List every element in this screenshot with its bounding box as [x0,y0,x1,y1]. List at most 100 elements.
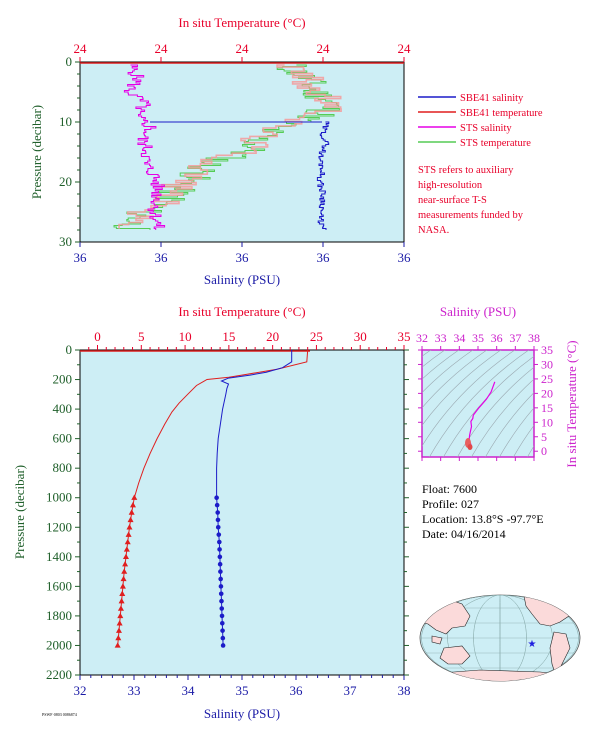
top-pressure-tick-label: 20 [59,174,72,189]
temperature-marker [127,516,134,523]
ts-sal-tick-label: 32 [416,331,428,345]
ts-temp-tick-label: 20 [541,386,553,400]
legend-sbe41-temperature: SBE41 temperature [460,108,543,119]
ts-temp-tick-label: 30 [541,357,553,371]
main-temp-tick-label: 30 [354,329,367,344]
ts-temp-tick-label: 35 [541,343,553,357]
legend-sts-salinity: STS salinity [460,123,512,134]
main-temp-tick-label: 0 [94,329,101,344]
top-salinity-axis-title: Salinity (PSU) [204,272,280,287]
ts-temp-tick-label: 5 [541,430,547,444]
salinity-marker [219,620,225,626]
top-sal-tick-label: 36 [398,250,412,265]
sts-salinity-trace [123,64,166,230]
temperature-marker [119,583,126,589]
ts-sal-tick-label: 35 [472,331,484,345]
main-pressure-tick-label: 200 [53,372,73,387]
ts-plot-area [421,349,535,458]
main-sal-tick-label: 32 [74,683,87,698]
salinity-marker [218,569,223,574]
sbe41-salinity-profile [216,350,293,646]
main-temp-tick-label: 20 [266,329,279,344]
temperature-marker [121,568,128,574]
salinity-marker [217,547,222,552]
ts-diagram: Salinity (PSU) 32 33 34 35 36 37 38 0510152025… [416,304,579,468]
main-pressure-tick-label: 1600 [46,578,72,593]
salinity-marker [218,576,223,582]
top-temperature-tick-labels: 24 24 24 24 24 [74,41,412,62]
ts-salinity-axis-title: Salinity (PSU) [440,304,516,319]
main-pressure-axis-title: Pressure (decibar) [12,465,27,559]
temperature-marker [117,605,124,611]
salinity-marker [220,635,226,641]
temperature-marker [131,494,138,500]
main-sal-tick-label: 38 [398,683,411,698]
ts-temp-tick-label: 25 [541,372,553,386]
top-pressure-tick-labels: 0 10 20 30 [59,54,80,249]
land-southeast-asia [431,635,443,645]
top-legend: SBE41 salinity SBE41 temperature STS sal… [418,93,543,149]
salinity-marker [219,606,225,611]
main-pressure-tick-label: 0 [66,342,73,357]
salinity-marker [217,561,223,567]
salinity-marker [220,643,226,648]
temperature-marker [115,627,122,633]
world-map: ★ [419,594,581,682]
main-temp-tick-label: 35 [398,329,411,344]
main-pressure-tick-label: 1200 [46,519,72,534]
main-pressure-tick-label: 400 [53,401,73,416]
main-sal-tick-label: 36 [290,683,304,698]
main-temp-tick-label: 25 [310,329,323,344]
main-sal-tick-label: 35 [236,683,249,698]
land-antarctica [423,669,577,681]
salinity-marker [217,539,222,545]
top-pressure-tick-label: 30 [59,234,72,249]
top-sal-tick-label: 36 [74,250,88,265]
ts-temp-tick-label: 0 [541,444,547,458]
main-temperature-axis-title: In situ Temperature (°C) [178,304,305,319]
temperature-marker [120,575,127,582]
main-temp-tick-label: 5 [138,329,145,344]
ts-curve [468,381,496,445]
temperature-marker [114,642,121,648]
top-temp-tick-label: 24 [398,41,412,56]
main-temp-tick-label: 15 [222,329,235,344]
float-position-star: ★ [528,639,537,650]
main-temp-tick-label: 10 [179,329,192,344]
ts-temp-tick-label: 15 [541,401,553,415]
legend-sbe41-salinity: SBE41 salinity [460,93,524,104]
main-temperature-tick-labels: 0 5 10 15 20 25 30 35 [88,329,411,350]
salinity-marker [220,628,225,633]
ts-temperature-axis-title: In situ Temperature (°C) [564,340,579,467]
top-temperature-axis-title: In situ Temperature (°C) [178,15,305,30]
main-sal-tick-label: 34 [182,683,196,698]
top-temp-tick-label: 24 [155,41,169,56]
salinity-marker [218,584,224,589]
main-pressure-tick-label: 1000 [46,490,72,505]
ts-deep-cluster [465,438,473,450]
top-temp-tick-label: 24 [74,41,88,56]
main-sal-tick-label: 37 [344,683,358,698]
temperature-marker [117,612,124,619]
temperature-marker [116,620,123,626]
temperature-marker [125,531,132,537]
ts-temp-tick-label: 10 [541,415,553,429]
salinity-marker [215,524,221,530]
salinity-marker [214,495,219,501]
ts-sal-tick-label: 34 [453,331,465,345]
ts-salinity-tick-labels: 32 33 34 35 36 37 38 [416,331,540,461]
legend-sts-temperature: STS temperature [460,138,531,149]
sts-note: STS refers to auxiliary high-resolution ne… [418,165,524,236]
main-sal-tick-label: 33 [128,683,141,698]
main-profile-chart: In situ Temperature (°C) 0 5 10 15 20 25 30 35 … [12,304,411,721]
temperature-marker [128,509,135,515]
temperature-marker [122,553,129,560]
ts-sal-tick-label: 33 [435,331,447,345]
main-plot-area [79,349,405,676]
top-sal-tick-label: 36 [317,250,331,265]
top-profile-chart: In situ Temperature (°C) 24 24 24 24 24 36 36… [29,15,543,287]
main-pressure-tick-label: 2000 [46,637,72,652]
temperature-marker [118,597,125,604]
location-text: Location: 13.8°S -97.7°E [422,512,544,526]
sts-temperature-trace [113,64,342,230]
